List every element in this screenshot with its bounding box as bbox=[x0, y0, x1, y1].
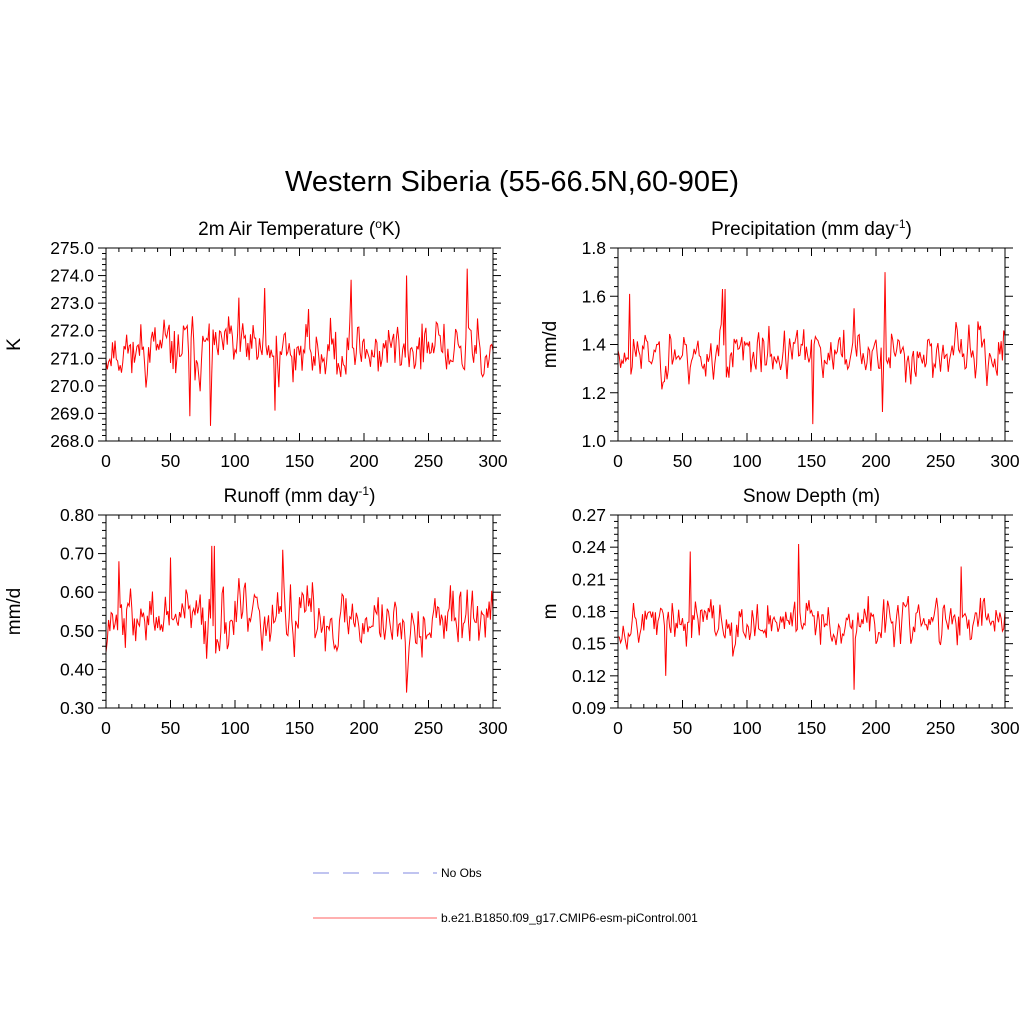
x-tick-label: 300 bbox=[478, 451, 507, 471]
y-tick-label: 271.0 bbox=[50, 348, 94, 368]
panel-title: Runoff (mm day-1) bbox=[224, 484, 376, 507]
y-tick-label: 273.0 bbox=[50, 293, 94, 313]
x-tick-label: 200 bbox=[861, 451, 890, 471]
series-line bbox=[105, 545, 494, 693]
y-tick-label: 0.50 bbox=[60, 621, 94, 641]
x-tick-label: 150 bbox=[797, 451, 826, 471]
x-tick-label: 200 bbox=[861, 718, 890, 738]
x-tick-label: 300 bbox=[478, 718, 507, 738]
y-tick-label: 1.4 bbox=[582, 335, 607, 355]
y-axis-label: K bbox=[4, 338, 25, 351]
y-tick-label: 0.80 bbox=[60, 505, 94, 525]
x-tick-label: 250 bbox=[414, 451, 443, 471]
y-tick-label: 270.0 bbox=[50, 376, 94, 396]
y-tick-label: 0.24 bbox=[572, 537, 606, 557]
panel-4: 0 50 100 150 200 250 300 0.09 0.12 0.15 0.18 0.21 0.… bbox=[540, 486, 1020, 738]
y-tick-label: 1.8 bbox=[582, 238, 606, 258]
y-axis-label: mm/d bbox=[540, 321, 561, 369]
x-tick-label: 50 bbox=[161, 718, 181, 738]
y-tick-label: 0.18 bbox=[572, 602, 606, 622]
x-tick-label: 250 bbox=[414, 718, 443, 738]
legend-label: No Obs bbox=[441, 866, 482, 880]
x-tick-label: 100 bbox=[220, 718, 249, 738]
x-tick-label: 50 bbox=[161, 451, 181, 471]
y-tick-label: 275.0 bbox=[50, 238, 94, 258]
x-tick-label: 50 bbox=[673, 451, 693, 471]
legend-entry-2: b.e21.B1850.f09_g17.CMIP6-esm-piControl.… bbox=[313, 911, 698, 925]
panel-title: 2m Air Temperature (oK) bbox=[198, 217, 401, 240]
x-tick-label: 100 bbox=[220, 451, 249, 471]
legend-entry-1: No Obs bbox=[313, 866, 482, 880]
y-tick-label: 0.12 bbox=[572, 666, 606, 686]
x-tick-label: 50 bbox=[673, 718, 693, 738]
y-tick-label: 274.0 bbox=[50, 266, 94, 286]
x-tick-label: 200 bbox=[349, 718, 378, 738]
y-tick-label: 0.27 bbox=[572, 505, 606, 525]
x-tick-label: 0 bbox=[613, 451, 623, 471]
y-tick-label: 0.15 bbox=[572, 634, 606, 654]
panel-1: 0 50 100 150 200 250 300 268.0 269.0 270.0 271.0 27… bbox=[4, 217, 508, 471]
panels-group: 0 50 100 150 200 250 300 268.0 269.0 270.0 271.0 27… bbox=[4, 217, 1020, 738]
y-axis-label: m bbox=[540, 604, 561, 620]
x-tick-label: 250 bbox=[926, 451, 955, 471]
x-tick-label: 200 bbox=[349, 451, 378, 471]
y-tick-label: 0.40 bbox=[60, 659, 94, 679]
series-line bbox=[105, 268, 494, 426]
y-tick-label: 0.70 bbox=[60, 544, 94, 564]
y-tick-label: 0.21 bbox=[572, 569, 606, 589]
panel-title: Snow Depth (m) bbox=[743, 486, 880, 507]
x-tick-label: 150 bbox=[285, 718, 314, 738]
y-tick-label: 1.2 bbox=[582, 383, 606, 403]
panel-2: 0 50 100 150 200 250 300 1.0 1.2 1.4 1.6 1.8 Precipi… bbox=[540, 217, 1020, 471]
panel-3: 0 50 100 150 200 250 300 0.30 0.40 0.50 0.60 0.70 0.… bbox=[4, 484, 508, 738]
x-tick-label: 100 bbox=[732, 718, 761, 738]
legend-label: b.e21.B1850.f09_g17.CMIP6-esm-piControl.… bbox=[441, 911, 698, 925]
y-tick-label: 0.30 bbox=[60, 698, 94, 718]
x-tick-label: 0 bbox=[613, 718, 623, 738]
y-tick-label: 269.0 bbox=[50, 403, 94, 423]
y-tick-label: 0.09 bbox=[572, 698, 606, 718]
y-axis-label: mm/d bbox=[4, 588, 25, 636]
y-tick-label: 268.0 bbox=[50, 431, 94, 451]
x-tick-label: 100 bbox=[732, 451, 761, 471]
figure-title: Western Siberia (55-66.5N,60-90E) bbox=[284, 166, 740, 198]
x-tick-label: 250 bbox=[926, 718, 955, 738]
y-tick-label: 272.0 bbox=[50, 321, 94, 341]
panel-title: Precipitation (mm day-1) bbox=[711, 217, 912, 240]
series-line bbox=[617, 543, 1006, 690]
series-line bbox=[617, 272, 1006, 425]
x-tick-label: 0 bbox=[101, 718, 111, 738]
x-tick-label: 0 bbox=[101, 451, 111, 471]
y-tick-label: 1.0 bbox=[582, 431, 607, 451]
y-tick-label: 0.60 bbox=[60, 582, 94, 602]
legend: No Obs b.e21.B1850.f09_g17.CMIP6-esm-piCo… bbox=[313, 866, 698, 925]
x-tick-label: 150 bbox=[285, 451, 314, 471]
x-tick-label: 300 bbox=[990, 718, 1019, 738]
x-tick-label: 150 bbox=[797, 718, 826, 738]
y-tick-label: 1.6 bbox=[582, 286, 606, 306]
x-tick-label: 300 bbox=[990, 451, 1019, 471]
